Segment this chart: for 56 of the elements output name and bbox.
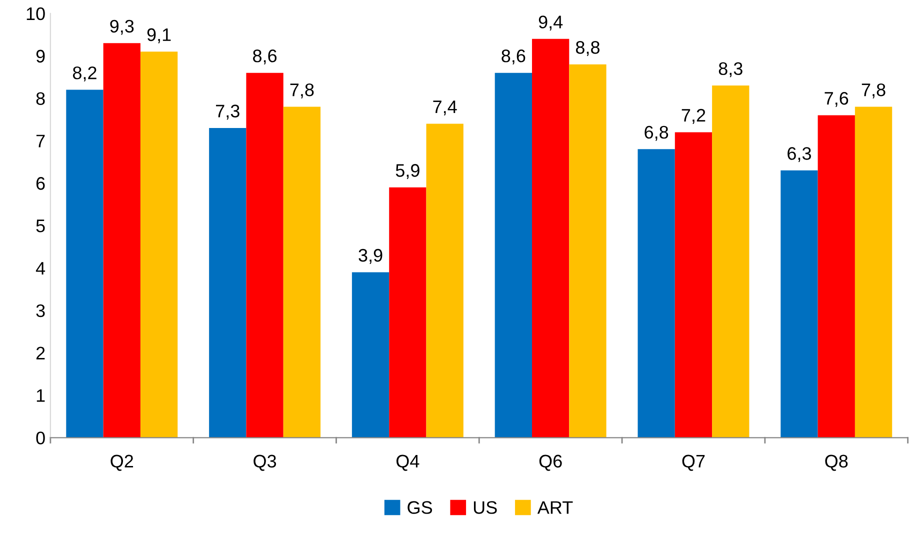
legend-label: ART: [537, 501, 573, 514]
bar: [638, 149, 675, 438]
data-label: 8,8: [576, 41, 600, 56]
y-tick-label: 7: [36, 134, 45, 148]
y-tick-label: 10: [26, 7, 45, 20]
bar: [283, 106, 321, 438]
data-label: 9,4: [538, 16, 563, 30]
y-tick-label: 3: [36, 304, 45, 318]
x-tick-label: Q3: [254, 454, 276, 471]
y-tick-label: 5: [36, 220, 45, 232]
data-label: 6,8: [644, 126, 668, 141]
y-tick-label: 9: [36, 50, 45, 63]
bar: [569, 64, 606, 438]
x-tick-label: Q7: [682, 454, 705, 471]
x-tick-label: Q6: [539, 454, 562, 471]
data-label: 7,8: [862, 83, 886, 98]
y-tick-label: 1: [36, 389, 45, 402]
data-label: 8,2: [72, 66, 96, 82]
bar: [209, 128, 246, 438]
bar: [780, 170, 818, 438]
bar: [103, 43, 140, 438]
y-tick-label: 4: [36, 262, 46, 275]
bar: [352, 272, 390, 438]
x-tick-label: Q8: [825, 454, 848, 471]
data-label: 8,3: [718, 62, 742, 78]
bar: [674, 132, 712, 438]
bar: [246, 72, 284, 438]
data-label: 6,3: [788, 147, 811, 162]
data-label: 7,8: [290, 83, 314, 98]
bar: [66, 90, 104, 438]
x-tick-label: Q2: [110, 454, 134, 471]
data-label: 7,6: [824, 92, 848, 107]
legend-label: US: [474, 501, 497, 514]
data-label: 3,9: [358, 248, 382, 264]
x-tick-label: Q4: [396, 454, 420, 471]
y-tick-label: 2: [36, 346, 45, 360]
y-tick-label: 8: [36, 92, 45, 105]
legend-label: GS: [408, 501, 432, 514]
data-label: 9,3: [110, 20, 134, 35]
bar: [818, 115, 855, 438]
data-label: 9,1: [147, 28, 171, 44]
bar: [532, 38, 570, 438]
data-label: 7,3: [216, 104, 240, 120]
data-label: 7,2: [682, 108, 706, 124]
bar: [426, 124, 464, 438]
bar: [140, 52, 178, 438]
data-label: 5,9: [396, 164, 420, 179]
y-tick-label: 6: [36, 177, 45, 190]
data-label: 8,6: [502, 50, 526, 64]
bar: [712, 86, 750, 438]
bar: [389, 187, 426, 438]
data-label: 8,6: [253, 50, 277, 64]
bar: [494, 72, 532, 438]
bar: [854, 106, 892, 438]
data-label: 7,4: [433, 100, 457, 116]
y-tick-label: 0: [36, 432, 45, 444]
